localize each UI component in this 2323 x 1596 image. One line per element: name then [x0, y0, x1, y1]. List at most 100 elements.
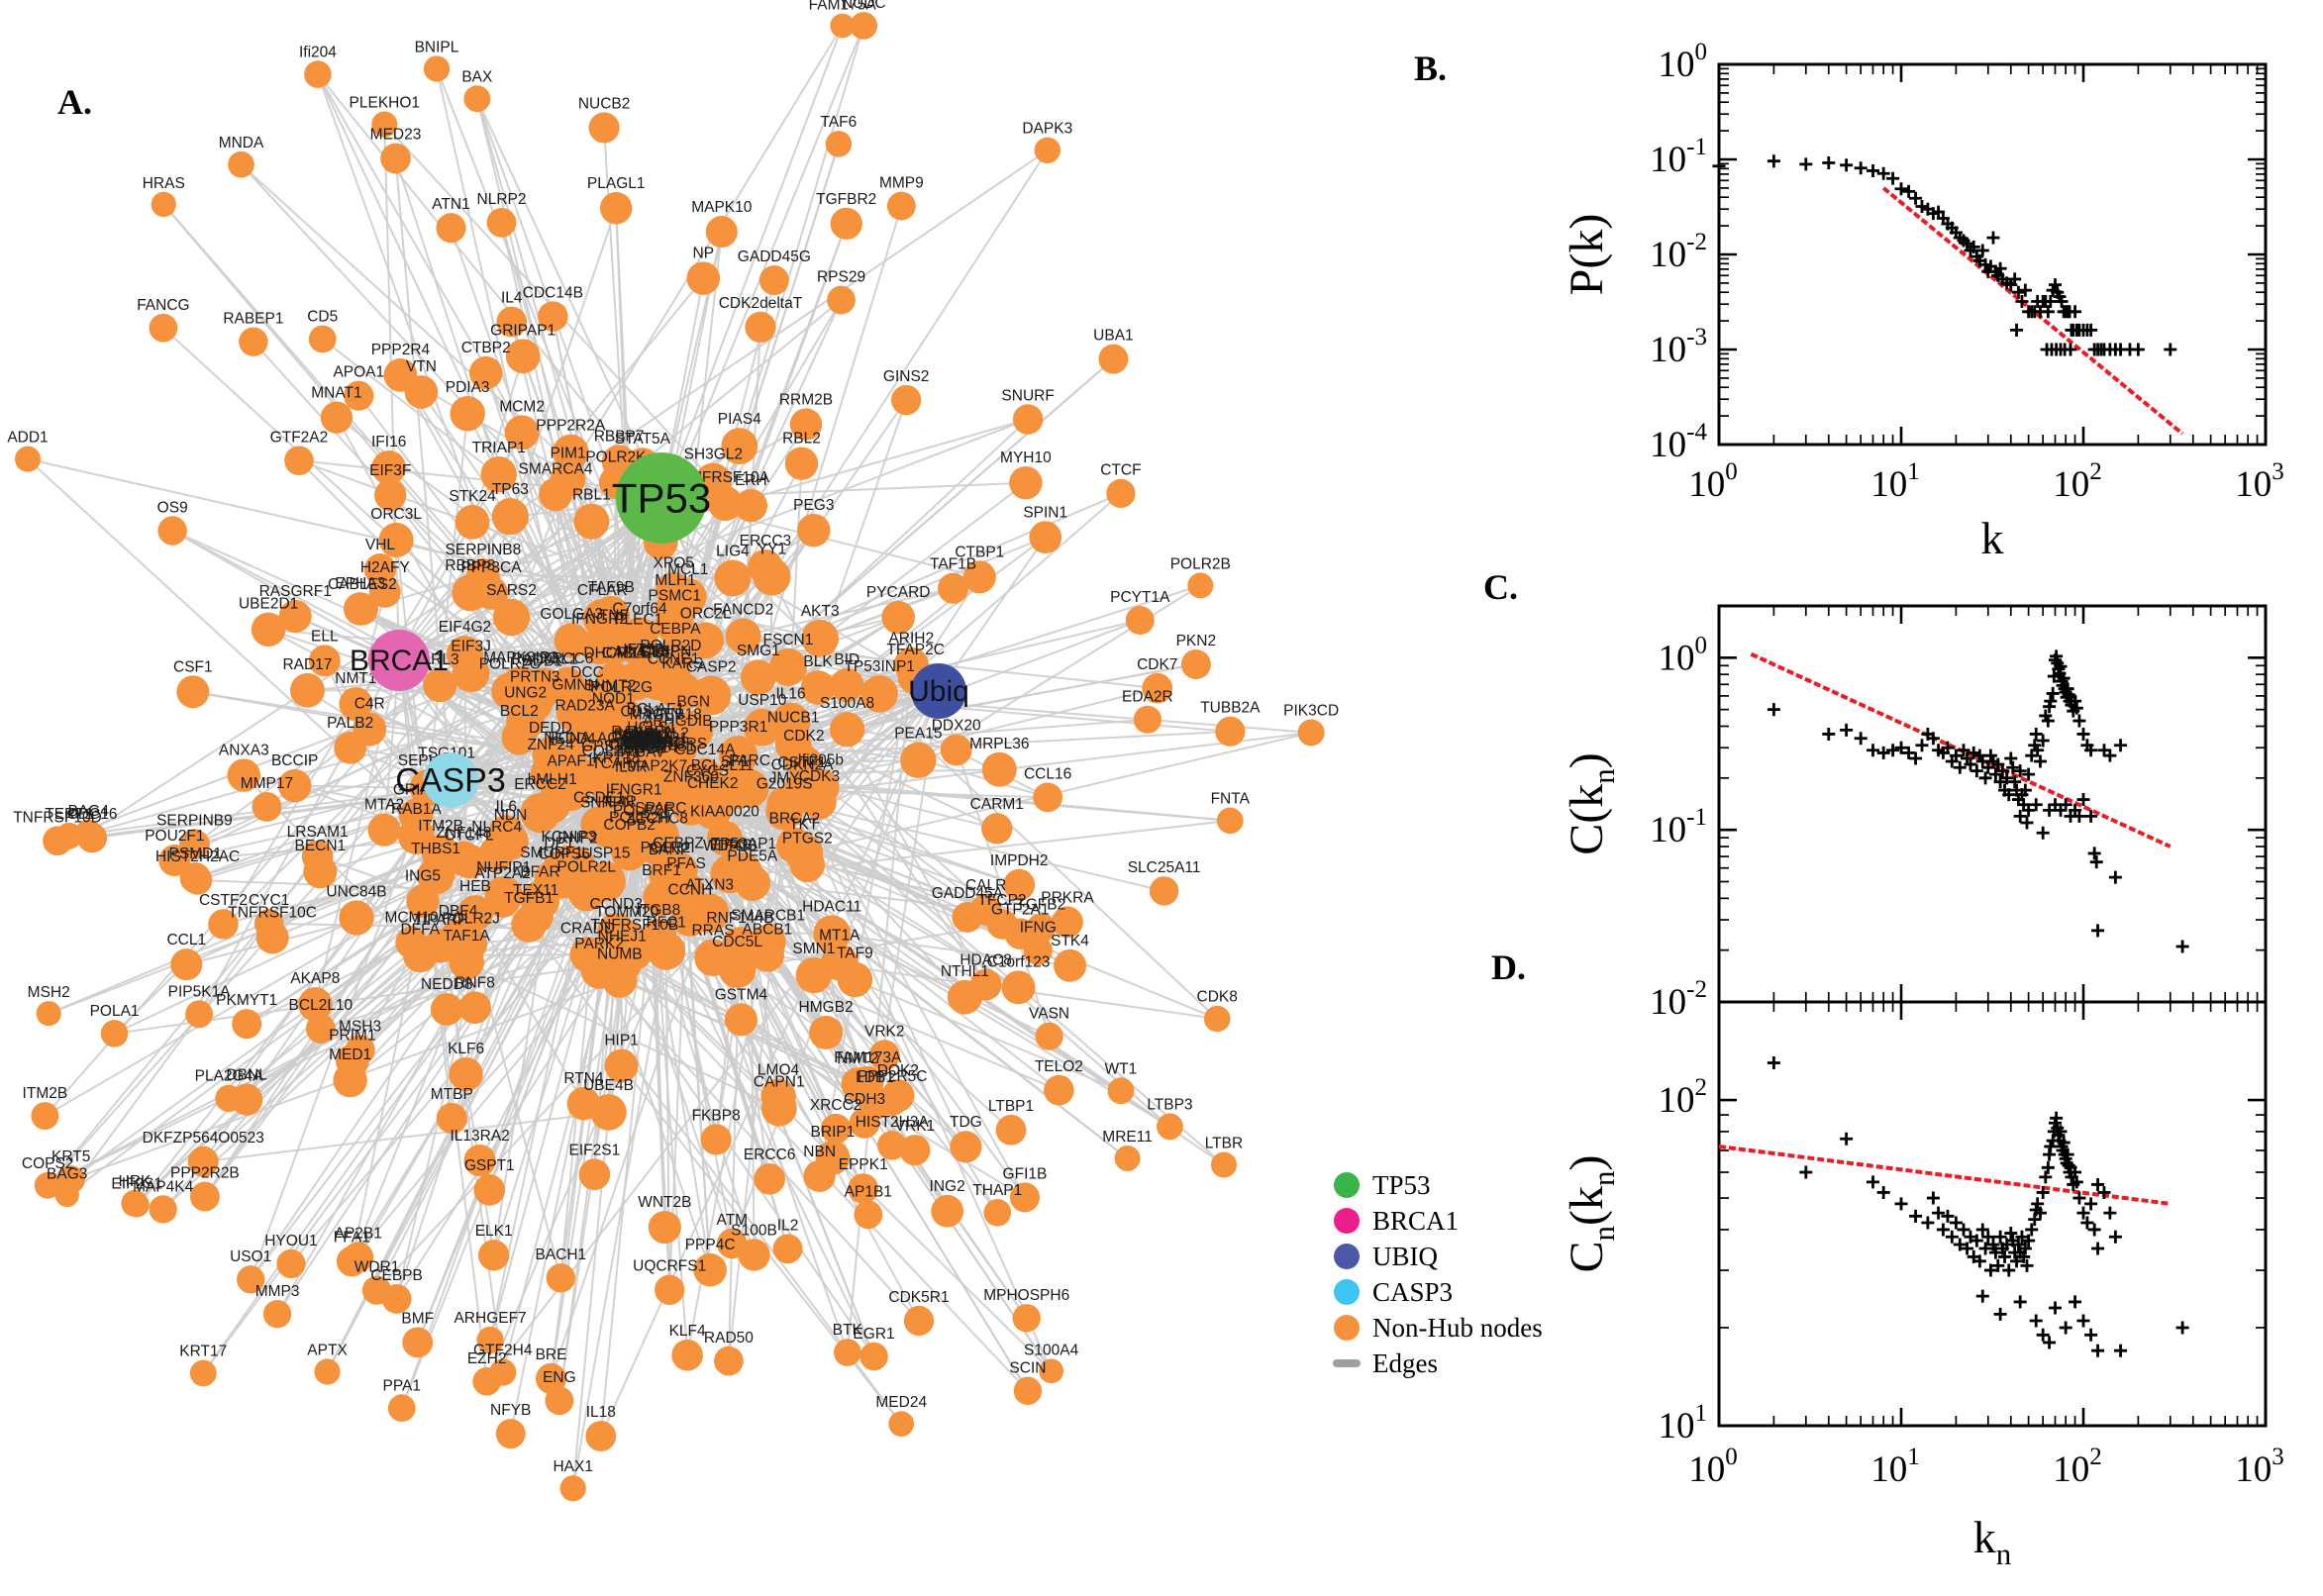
network-node-label: TFAP2C [886, 642, 945, 658]
data-point [2108, 870, 2122, 884]
network-node-label: POLR2K [585, 449, 647, 465]
network-node-label: GTF2A1 [991, 901, 1050, 918]
network-node [827, 285, 856, 315]
network-node-label: NEDD8 [421, 976, 473, 993]
network-node-label: XRCC2 [810, 1097, 862, 1114]
network-node-label: DDB1 [522, 652, 562, 669]
network-node [487, 815, 525, 852]
data-point [1822, 727, 1836, 741]
network-node [480, 455, 518, 493]
network-node [232, 1009, 262, 1040]
network-node-label: NUMB [597, 947, 643, 963]
network-node-label: FAM173A [834, 1049, 902, 1066]
data-point [2029, 798, 2043, 812]
network-node-label: COPS2 [22, 1155, 74, 1172]
network-node-label: VHL [365, 537, 396, 553]
network-node [559, 1475, 586, 1502]
network-node-label: MNAT1 [311, 385, 361, 402]
network-node-label: hMLH1 [528, 771, 577, 788]
network-node-label: S100A4 [1024, 1342, 1079, 1358]
data-point [1986, 1238, 2000, 1251]
data-point [2004, 1227, 2018, 1241]
network-node [176, 675, 210, 709]
network-node [398, 798, 434, 833]
network-node [430, 992, 463, 1026]
network-node-label: USO1 [230, 1248, 271, 1265]
network-node [34, 1171, 61, 1199]
network-node [538, 301, 568, 332]
panel-label-c: C. [1483, 567, 1518, 607]
network-node-label: TIPARP [413, 912, 467, 929]
network-node [463, 85, 491, 113]
network-node [753, 557, 791, 596]
network-node-label: RAB1A [391, 801, 442, 818]
network-node [189, 1359, 217, 1387]
network-node [830, 13, 856, 39]
network-node-label: TOPORS [643, 736, 707, 752]
network-node-label: MAPK8IP3 [483, 649, 558, 666]
data-point [2091, 1177, 2105, 1191]
network-node-label: ARL3 [421, 651, 459, 668]
network-node-label: ATM [717, 1212, 749, 1229]
network-node-label: CTCFL [445, 827, 494, 844]
data-point [2029, 1314, 2043, 1328]
network-node [592, 771, 632, 811]
network-node-label: ERCC6 [744, 1147, 796, 1163]
network-node-label: DHCR24 [583, 646, 645, 662]
hub-label-ubiq: Ubiq [908, 675, 969, 708]
network-node-label: PIAS4 [718, 411, 761, 428]
network-node [1297, 719, 1325, 747]
network-node-label: RASGRF1 [259, 583, 332, 600]
network-node-label: AP1B1 [845, 1183, 892, 1200]
data-point [1975, 1223, 1989, 1237]
network-node [157, 516, 187, 546]
network-node-label: DEDD [529, 720, 572, 737]
data-point [1926, 732, 1940, 746]
network-node-label: IFNGR2 [571, 611, 628, 628]
network-node-label: CSDE1 [573, 790, 625, 807]
network-node-label: MSH3 [339, 1018, 381, 1035]
network-node-label: EIF2S1 [569, 1142, 621, 1158]
data-point [2076, 1206, 2090, 1220]
network-node [308, 645, 341, 677]
hub-edge [475, 98, 662, 499]
network-node-label: DCC [570, 664, 604, 681]
network-node-label: ARHGEF7 [454, 1310, 526, 1327]
data-point [2013, 1295, 2027, 1309]
network-node-label: CASP2 [686, 658, 737, 675]
network-node [368, 575, 401, 608]
data-point [1886, 744, 1900, 757]
network-node-label: MPHOSPH6 [983, 1287, 1069, 1304]
network-node-label: CCNH [668, 881, 713, 898]
network-node-label: VASN [1029, 1006, 1069, 1023]
network-node-label: IMPDH2 [990, 852, 1049, 869]
data-point [2069, 1295, 2082, 1309]
network-node-label: APAF1 [547, 753, 594, 770]
network-node-label: MCL1 [667, 561, 708, 578]
network-node [900, 742, 937, 779]
network-node [1009, 1182, 1040, 1213]
network-node-label: ATRIP [637, 643, 681, 659]
network-node [1114, 1146, 1141, 1171]
legend-swatch-circle [1334, 1208, 1360, 1234]
network-node-label: UNG2 [504, 685, 547, 702]
network-node [230, 1083, 263, 1116]
network-node-label: ABCB1 [742, 921, 792, 938]
hub-edge [938, 537, 1047, 692]
network-node [801, 619, 840, 657]
data-point [2070, 701, 2083, 715]
network-node [815, 1140, 851, 1175]
network-node-label: RAB4A [616, 736, 666, 752]
network-node-label: SERPINB8 [446, 542, 522, 558]
data-point [2054, 803, 2068, 817]
network-node [1107, 1077, 1135, 1105]
network-node [580, 627, 619, 665]
data-point [1970, 764, 1983, 778]
network-node-label: IL18 [586, 1404, 616, 1421]
network-node [301, 840, 334, 872]
network-node-label: SPARC [635, 800, 686, 817]
network-node [890, 384, 922, 416]
network-node-label: NMT2 [837, 1050, 878, 1067]
data-point [2036, 1185, 2050, 1199]
network-node-label: BCL2L11 [691, 757, 754, 774]
